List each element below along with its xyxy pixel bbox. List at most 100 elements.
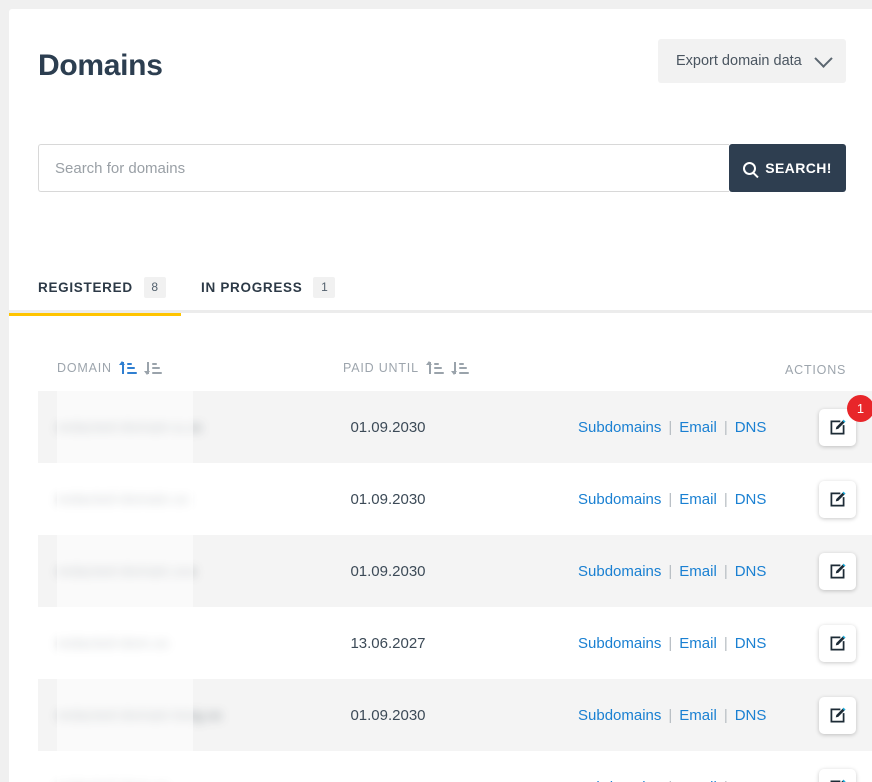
email-link[interactable]: Email: [679, 634, 717, 652]
sort-paid-until-descending-icon[interactable]: [451, 361, 469, 375]
dns-link[interactable]: DNS: [734, 634, 767, 652]
edit-domain-button[interactable]: [819, 696, 856, 734]
email-link[interactable]: Email: [679, 706, 717, 724]
link-separator: |: [668, 490, 673, 508]
column-header-paid-until-label: PAID UNTIL: [343, 361, 419, 375]
domain-sorters: [119, 360, 162, 375]
domains-table: DOMAIN PAID UNTIL: [38, 339, 872, 782]
table-body: redacted-domain-a.xx 01.09.2030 Subdomains…: [38, 391, 872, 782]
page-title: Domains: [38, 49, 163, 82]
tab-registered-count: 8: [143, 276, 166, 298]
edit-pencil-icon: [830, 635, 846, 650]
paid-until-cell: 01.09.2030: [350, 562, 426, 580]
link-separator: |: [723, 706, 728, 724]
domain-name-cell: redacted-domain.xxx: [57, 562, 197, 580]
table-row: redacted-dom.xx 01.09.2030 Subdomains | Emai…: [38, 751, 872, 782]
paid-until-cell: 01.09.2030: [303, 751, 473, 782]
actions-cell: 1: [819, 391, 872, 463]
subdomains-link[interactable]: Subdomains: [578, 634, 662, 652]
edit-pencil-icon: [830, 491, 846, 506]
edit-domain-button[interactable]: 1: [819, 394, 872, 446]
column-header-paid-until: PAID UNTIL: [343, 360, 469, 375]
link-separator: |: [723, 418, 728, 436]
domain-name-cell: redacted-domain-a.xx: [57, 418, 203, 436]
search-icon: [743, 161, 757, 175]
search-input[interactable]: [38, 144, 729, 192]
domain-name-cell: redacted-domain.xx: [57, 490, 189, 508]
dns-link[interactable]: DNS: [735, 779, 767, 782]
edit-pencil-icon: [830, 779, 846, 782]
row-links: Subdomains | Email | DNS: [578, 751, 766, 782]
table-row: redacted-domain-a.xx 01.09.2030 Subdomains…: [38, 391, 872, 463]
dns-link[interactable]: DNS: [734, 562, 767, 580]
subdomains-link[interactable]: Subdomains: [578, 706, 662, 724]
link-separator: |: [723, 634, 728, 652]
notification-badge: 1: [847, 394, 872, 422]
column-header-domain: DOMAIN: [57, 360, 162, 375]
paid-until-sorters: [426, 360, 469, 375]
actions-cell: [819, 535, 856, 607]
paid-until-cell: 01.09.2030: [350, 706, 426, 724]
link-separator: |: [668, 562, 673, 580]
sort-domain-ascending-icon[interactable]: [119, 360, 137, 375]
table-row: redacted-domain.xx 01.09.2030 Subdomains | E…: [38, 463, 872, 535]
link-separator: |: [723, 562, 728, 580]
edit-domain-button[interactable]: [819, 624, 856, 662]
search-button[interactable]: SEARCH!: [729, 144, 846, 192]
sort-paid-until-ascending-icon[interactable]: [426, 360, 444, 375]
tab-in-progress[interactable]: IN PROGRESS 1: [201, 261, 336, 313]
link-separator: |: [723, 490, 728, 508]
tab-bar: REGISTERED 8 IN PROGRESS 1: [9, 261, 872, 316]
edit-domain-button[interactable]: [819, 480, 856, 518]
email-link[interactable]: Email: [679, 562, 717, 580]
row-links: Subdomains | Email | DNS: [578, 463, 766, 535]
tab-in-progress-count: 1: [313, 276, 336, 298]
content-card: Domains Export domain data SEARCH! REGIS…: [9, 9, 872, 782]
link-separator: |: [668, 634, 673, 652]
table-header-row: DOMAIN PAID UNTIL: [38, 339, 872, 391]
actions-cell: [819, 607, 856, 679]
table-row: redacted-dom.xx 13.06.2027 Subdomains | Emai…: [38, 607, 872, 679]
paid-until-cell: 01.09.2030: [350, 418, 426, 436]
search-button-label: SEARCH!: [765, 160, 832, 176]
export-button-label: Export domain data: [676, 53, 802, 69]
email-link[interactable]: Email: [679, 490, 717, 508]
table-row: redacted-domain-long.xx 01.09.2030 Subdoma…: [38, 679, 872, 751]
subdomains-link[interactable]: Subdomains: [578, 779, 661, 782]
subdomains-link[interactable]: Subdomains: [578, 562, 662, 580]
edit-pencil-icon: [830, 707, 846, 722]
chevron-down-icon: [814, 48, 833, 68]
actions-cell: [819, 679, 856, 751]
page-header: Domains Export domain data: [38, 39, 846, 101]
edit-domain-button[interactable]: [819, 552, 856, 590]
domain-name-cell: redacted-dom.xx: [57, 634, 169, 652]
row-links: Subdomains | Email | DNS: [578, 391, 766, 463]
domain-name-cell: redacted-domain-long.xx: [57, 706, 223, 724]
subdomains-link[interactable]: Subdomains: [578, 490, 662, 508]
email-link[interactable]: Email: [679, 779, 717, 782]
dns-link[interactable]: DNS: [734, 418, 767, 436]
tab-registered-label: REGISTERED: [38, 279, 133, 295]
row-links: Subdomains | Email | DNS: [578, 535, 766, 607]
link-separator: |: [668, 779, 672, 782]
email-link[interactable]: Email: [679, 418, 717, 436]
column-header-actions: ACTIONS: [785, 363, 847, 377]
actions-cell: [819, 463, 856, 535]
dns-link[interactable]: DNS: [734, 490, 767, 508]
subdomains-link[interactable]: Subdomains: [578, 418, 662, 436]
search-bar: SEARCH!: [38, 144, 846, 192]
paid-until-cell: 13.06.2027: [350, 634, 426, 652]
link-separator: |: [668, 418, 673, 436]
dns-link[interactable]: DNS: [734, 706, 767, 724]
row-links: Subdomains | Email | DNS: [578, 607, 766, 679]
tab-registered[interactable]: REGISTERED 8: [38, 261, 166, 313]
edit-domain-button[interactable]: [819, 768, 856, 782]
domain-name-cell: redacted-dom.xx: [57, 751, 169, 782]
link-separator: |: [668, 706, 673, 724]
sort-domain-descending-icon[interactable]: [144, 361, 162, 375]
export-domain-data-button[interactable]: Export domain data: [658, 39, 846, 83]
column-header-domain-label: DOMAIN: [57, 361, 112, 375]
edit-pencil-icon: [830, 563, 846, 578]
table-row: redacted-domain.xxx 01.09.2030 Subdomains |…: [38, 535, 872, 607]
row-links: Subdomains | Email | DNS: [578, 679, 766, 751]
